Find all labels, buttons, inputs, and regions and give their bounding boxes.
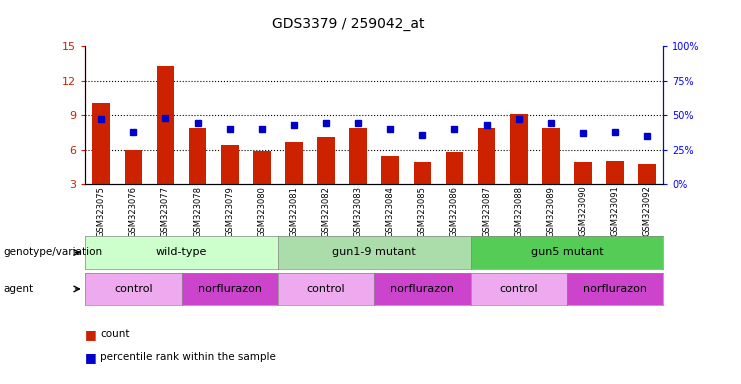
Text: agent: agent xyxy=(4,284,34,294)
Text: control: control xyxy=(499,284,538,294)
Text: gun1-9 mutant: gun1-9 mutant xyxy=(332,247,416,258)
Text: norflurazon: norflurazon xyxy=(583,284,647,294)
Bar xyxy=(156,66,174,184)
Text: gun5 mutant: gun5 mutant xyxy=(531,247,603,258)
Bar xyxy=(638,164,656,184)
Text: genotype/variation: genotype/variation xyxy=(4,247,103,258)
Bar xyxy=(606,161,624,184)
Text: ■: ■ xyxy=(85,351,97,364)
Text: percentile rank within the sample: percentile rank within the sample xyxy=(100,352,276,362)
Bar xyxy=(382,156,399,184)
Bar xyxy=(478,128,496,184)
Text: GDS3379 / 259042_at: GDS3379 / 259042_at xyxy=(272,17,425,31)
Bar xyxy=(349,128,367,184)
Bar xyxy=(253,151,270,184)
Text: control: control xyxy=(307,284,345,294)
Bar xyxy=(542,128,559,184)
Bar xyxy=(445,152,463,184)
Bar xyxy=(124,150,142,184)
Bar xyxy=(189,128,207,184)
Text: norflurazon: norflurazon xyxy=(391,284,454,294)
Bar xyxy=(510,114,528,184)
Bar xyxy=(574,162,592,184)
Text: control: control xyxy=(114,284,153,294)
Bar xyxy=(221,145,239,184)
Text: count: count xyxy=(100,329,130,339)
Text: wild-type: wild-type xyxy=(156,247,207,258)
Bar xyxy=(413,162,431,184)
Text: ■: ■ xyxy=(85,328,97,341)
Text: norflurazon: norflurazon xyxy=(198,284,262,294)
Bar xyxy=(317,137,335,184)
Bar xyxy=(285,142,303,184)
Bar xyxy=(93,103,110,184)
